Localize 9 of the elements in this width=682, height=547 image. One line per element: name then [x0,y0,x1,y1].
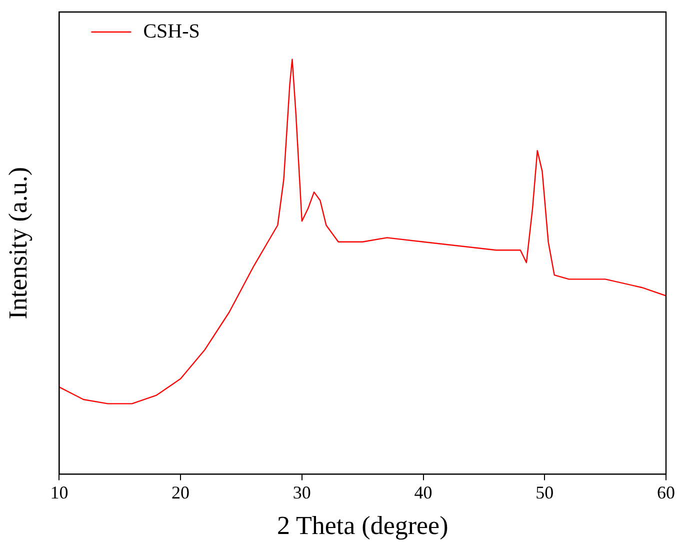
x-tick-label: 10 [50,482,68,503]
x-axis-title: 2 Theta (degree) [276,511,448,540]
x-tick-label: 40 [414,482,432,503]
legend-label: CSH-S [143,20,200,42]
x-tick-label: 20 [172,482,190,503]
x-tick-label: 60 [657,482,675,503]
x-tick-label: 50 [536,482,554,503]
x-tick-label: 30 [292,482,311,503]
y-axis-title: Intensity (a.u.) [3,166,32,320]
